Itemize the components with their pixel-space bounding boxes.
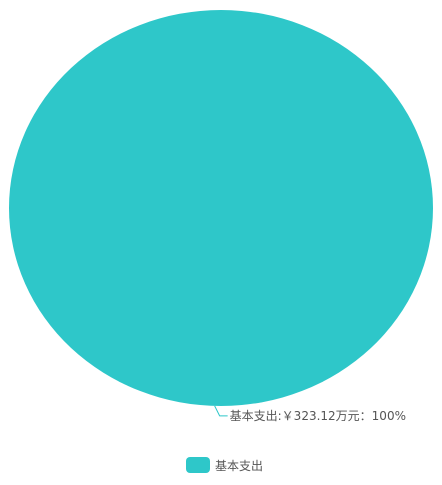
- pie-slices: [9, 10, 433, 406]
- pie-label-line-0: [214, 405, 228, 417]
- legend-swatch-0[interactable]: [186, 457, 210, 473]
- pie-slice-label-0: 基本支出:￥323.12万元：100%: [230, 409, 406, 423]
- pie-slice-0[interactable]: [9, 10, 433, 406]
- legend-label-0[interactable]: 基本支出: [215, 459, 263, 473]
- pie-labels: 基本支出:￥323.12万元：100%: [214, 405, 406, 423]
- legend: 基本支出: [186, 457, 263, 473]
